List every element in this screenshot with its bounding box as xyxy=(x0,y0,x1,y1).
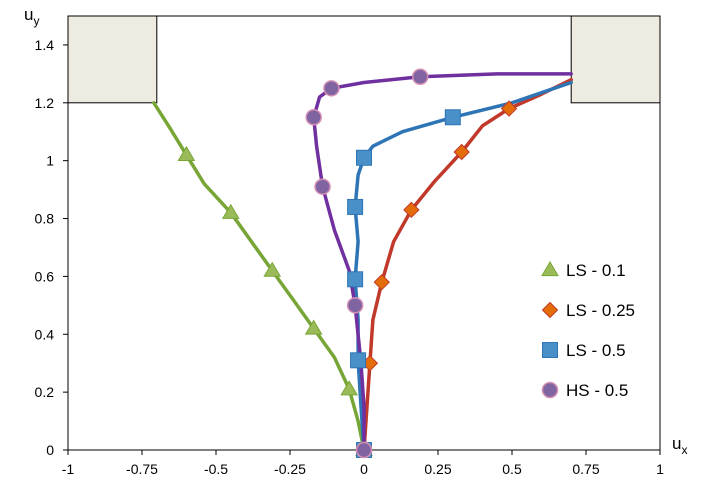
obstacle-blocks xyxy=(67,15,661,104)
series-lines xyxy=(152,72,573,452)
series-point-square xyxy=(347,271,364,288)
obstacle-block-2 xyxy=(570,15,661,104)
y-tick-label: 1.4 xyxy=(35,37,55,53)
series-point-circle xyxy=(355,441,373,459)
x-tick-label: 1 xyxy=(656,461,664,477)
x-tick-label: -0.75 xyxy=(126,461,158,477)
x-axis-title-subscript: x xyxy=(681,443,687,457)
x-tick-label: -1 xyxy=(62,461,75,477)
x-tick-label: 0.75 xyxy=(572,461,599,477)
y-axis-title-main: u xyxy=(24,5,33,24)
y-axis-title: uy xyxy=(24,5,39,28)
series-point-circle xyxy=(305,109,322,126)
x-tick-label: -0.25 xyxy=(274,461,306,477)
series-point-diamond xyxy=(403,201,420,219)
series-line-circle xyxy=(311,72,573,452)
x-tick-label: 0.25 xyxy=(424,461,451,477)
series-point-circle xyxy=(411,68,429,86)
y-tick-label: 0.4 xyxy=(35,326,55,342)
legend-label-diamond: LS - 0.25 xyxy=(566,301,635,320)
series-point-diamond xyxy=(373,273,390,291)
y-tick-label: 1 xyxy=(46,153,54,169)
series-point-circle xyxy=(346,297,364,314)
x-tick-label: 0.5 xyxy=(502,461,522,477)
series-point-triangle xyxy=(221,203,240,219)
x-tick-label: -0.5 xyxy=(204,461,228,477)
x-tick-label: 0 xyxy=(360,461,368,477)
y-tick-label: 1.2 xyxy=(35,95,55,111)
legend-marker-diamond xyxy=(541,301,559,319)
x-axis-title: ux xyxy=(672,434,687,457)
y-tick-label: 0.8 xyxy=(35,211,55,227)
series-point-triangle xyxy=(304,319,323,335)
series-point-square xyxy=(356,149,372,166)
series-point-triangle xyxy=(263,261,282,277)
series-point-square xyxy=(347,198,364,215)
y-tick-labels: 0 0.2 0.4 0.6 0.8 1 1.2 1.4 xyxy=(35,37,68,458)
legend-label-circle: HS - 0.5 xyxy=(566,381,628,400)
legend-marker-triangle xyxy=(541,261,559,277)
series-point-square xyxy=(350,352,367,369)
series-point-circle xyxy=(323,80,340,97)
legend-label-square: LS - 0.5 xyxy=(566,341,626,360)
y-axis-title-subscript: y xyxy=(33,14,39,28)
y-tick-label: 0 xyxy=(46,442,54,458)
x-axis-title-main: u xyxy=(672,434,681,453)
y-tick-label: 0.2 xyxy=(35,384,55,400)
x-tick-labels: -1 -0.75 -0.5 -0.25 0 0.25 0.5 0.75 1 xyxy=(62,450,664,477)
series-point-circle xyxy=(314,178,331,195)
legend: LS - 0.1 LS - 0.25 LS - 0.5 HS - 0.5 xyxy=(541,261,635,400)
series-point-diamond xyxy=(453,143,470,161)
series-point-diamond xyxy=(500,100,518,117)
series-point-square xyxy=(444,109,461,126)
legend-marker-square xyxy=(542,342,558,358)
series-point-triangle xyxy=(177,145,196,161)
series-point-triangle xyxy=(340,380,359,396)
legend-marker-circle xyxy=(541,381,559,399)
y-tick-label: 0.6 xyxy=(35,268,55,284)
legend-label-triangle: LS - 0.1 xyxy=(566,261,626,280)
obstacle-block-1 xyxy=(67,15,158,104)
series-markers xyxy=(177,68,518,459)
